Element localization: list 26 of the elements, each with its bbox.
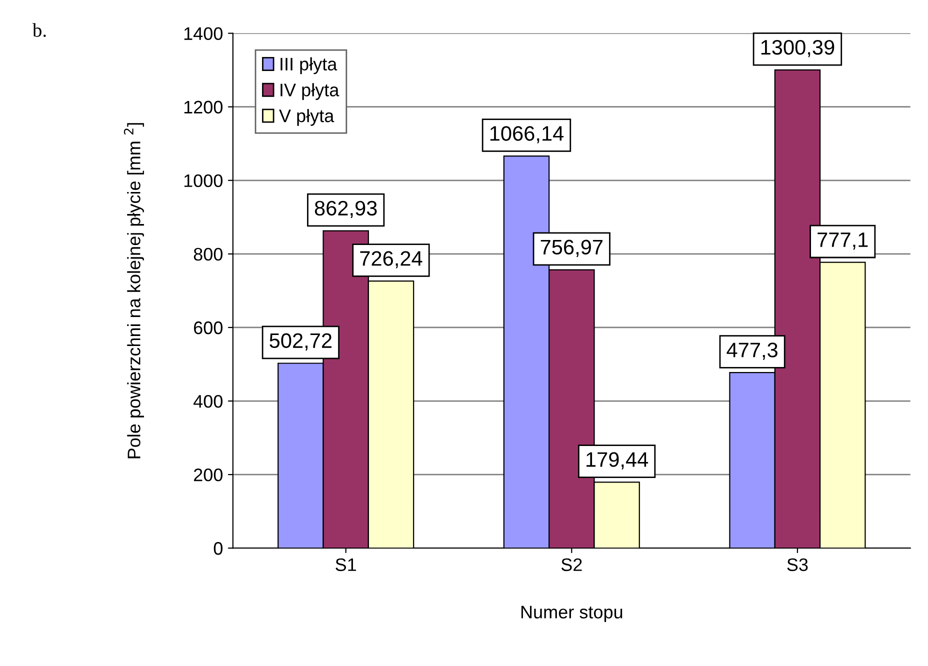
y-tick-label: 1200 — [184, 100, 223, 114]
data-label: 1300,39 — [761, 40, 834, 58]
legend-label: V płyta — [279, 108, 334, 126]
legend-label: III płyta — [280, 57, 338, 74]
text: b. — [32, 23, 46, 37]
data-label: 726,24 — [360, 251, 422, 268]
y-tick-label: 600 — [194, 321, 223, 334]
y-tick-label: 400 — [194, 394, 223, 408]
data-label: 777,1 — [818, 232, 868, 250]
data-label: 477,3 — [726, 342, 778, 360]
y-tick-label: 1400 — [184, 27, 223, 40]
y-axis-title: Pole powierzchni na kolejnej płycie [mm $^{2}$] — [124, 123, 144, 458]
data-label: 756,97 — [540, 240, 602, 257]
data-label: 502,72 — [270, 333, 332, 350]
y-tick-label: 800 — [194, 248, 223, 261]
y-tick-label: 200 — [194, 468, 223, 482]
y-tick-label: 0 — [214, 542, 222, 555]
x-tick-label: S3 — [787, 558, 808, 572]
legend-label: IV płyta — [280, 83, 340, 100]
data-label: 862,93 — [314, 200, 377, 218]
y-tick-label: 1000 — [184, 174, 223, 188]
x-tick-label: S2 — [561, 558, 582, 572]
x-axis-title: Numer stopu — [521, 606, 622, 622]
data-label: 179,44 — [586, 452, 648, 470]
x-tick-label: S1 — [336, 558, 356, 572]
data-label: 1066,14 — [490, 126, 564, 144]
